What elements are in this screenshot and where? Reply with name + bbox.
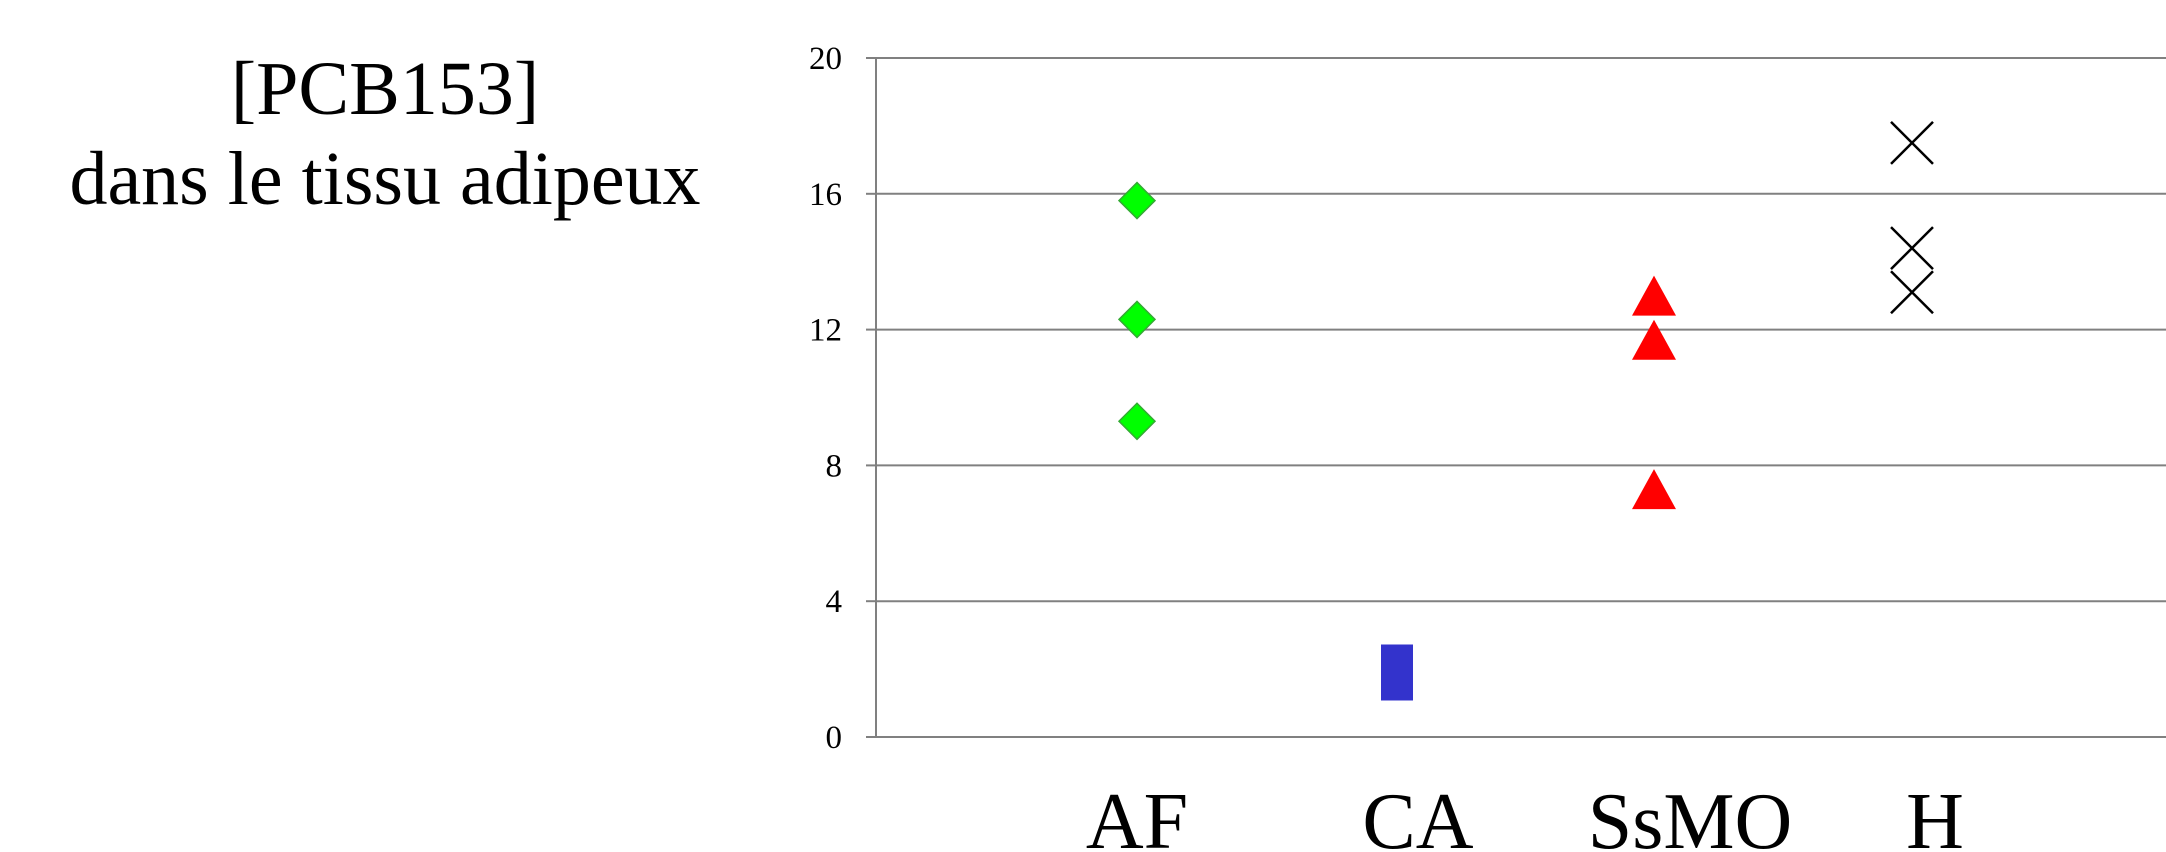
- point-diamond-AF: [1117, 300, 1157, 339]
- x-axis-categories: AF CA SsMO H: [1086, 778, 1964, 852]
- y-tick-label: 8: [826, 448, 843, 484]
- point-diamond-AF: [1117, 181, 1157, 220]
- point-x-H: [1890, 120, 1934, 165]
- point-triangle-SsMO: [1632, 469, 1676, 510]
- chart-title-line-2: dans le tissu adipeux: [69, 137, 701, 221]
- point-triangle-SsMO: [1632, 275, 1676, 316]
- y-tick-label: 12: [809, 313, 842, 349]
- y-tick-label: 4: [826, 584, 843, 620]
- point-square-CA: [1381, 644, 1413, 701]
- point-x-H: [1890, 270, 1934, 315]
- y-tick-label: 0: [826, 720, 843, 756]
- x-category-label: AF: [1086, 778, 1188, 852]
- x-category-label: H: [1906, 778, 1964, 852]
- chart-title-line-1: [PCB153]: [230, 47, 540, 131]
- x-category-label: CA: [1362, 778, 1473, 852]
- y-tick-label: 20: [809, 41, 842, 77]
- y-axis-ticks: 0 4 8 12 16 20: [809, 41, 876, 756]
- gridlines: [876, 57, 2166, 738]
- point-triangle-SsMO: [1632, 319, 1676, 360]
- chart-title: [PCB153] dans le tissu adipeux: [0, 44, 770, 224]
- point-x-H: [1890, 226, 1934, 271]
- point-diamond-AF: [1117, 402, 1157, 441]
- x-category-label: SsMO: [1588, 778, 1793, 852]
- data-points: [1117, 120, 1934, 701]
- y-tick-label: 16: [809, 177, 842, 213]
